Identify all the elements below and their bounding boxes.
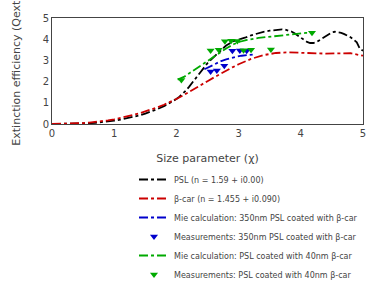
svg-text:4: 4 [43, 34, 49, 45]
svg-text:1: 1 [111, 128, 117, 139]
svg-text:Extinction efficiency (Qext): Extinction efficiency (Qext) [10, 0, 23, 146]
svg-text:2: 2 [43, 76, 49, 87]
svg-text:Mie calculation: PSL coated wi: Mie calculation: PSL coated with 40nm β-… [174, 252, 352, 261]
svg-text:Size parameter (χ): Size parameter (χ) [156, 152, 259, 165]
svg-text:2: 2 [173, 128, 179, 139]
svg-text:4: 4 [298, 128, 304, 139]
svg-text:3: 3 [43, 55, 49, 66]
svg-text:Measurements: PSL coated with: Measurements: PSL coated with 40nm β-car [174, 271, 352, 280]
svg-text:0: 0 [49, 128, 55, 139]
svg-text:0: 0 [43, 119, 49, 130]
svg-text:5: 5 [43, 13, 49, 24]
svg-text:1: 1 [43, 97, 49, 108]
svg-text:Measurements: 350nm PSL coated: Measurements: 350nm PSL coated with β-ca… [174, 233, 357, 242]
svg-text:β-car (n = 1.455 + i0.090): β-car (n = 1.455 + i0.090) [174, 195, 280, 204]
svg-text:5: 5 [360, 128, 366, 139]
svg-text:PSL (n = 1.59 + i0.00): PSL (n = 1.59 + i0.00) [174, 176, 264, 185]
svg-text:3: 3 [235, 128, 241, 139]
svg-text:Mie calculation: 350nm PSL coa: Mie calculation: 350nm PSL coated with β… [174, 214, 358, 223]
